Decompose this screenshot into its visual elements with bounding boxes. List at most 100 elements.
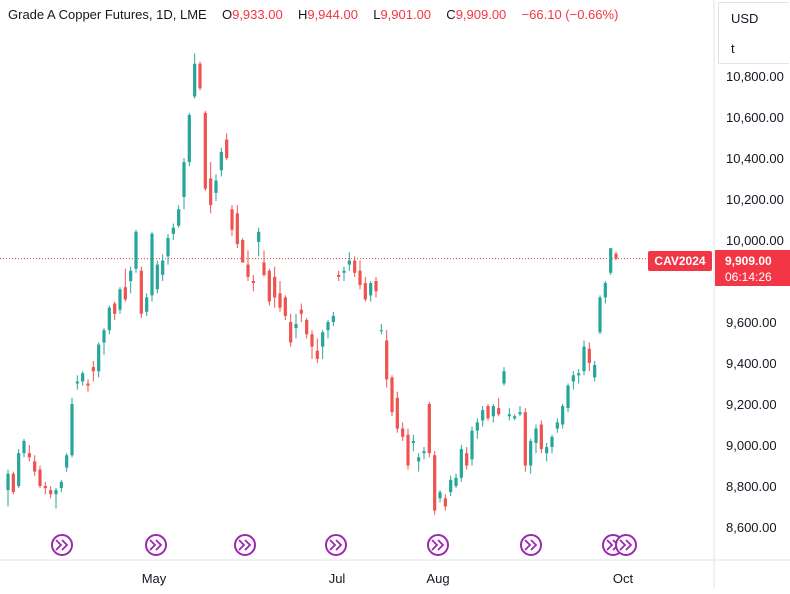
candle[interactable] xyxy=(331,311,335,327)
candle[interactable] xyxy=(539,420,543,454)
candle[interactable] xyxy=(587,342,591,372)
candle[interactable] xyxy=(401,422,405,441)
candle[interactable] xyxy=(603,281,607,304)
candle[interactable] xyxy=(17,449,21,489)
candle[interactable] xyxy=(555,418,559,433)
event-marker-icon[interactable] xyxy=(145,534,167,556)
event-marker-icon[interactable] xyxy=(325,534,347,556)
candle[interactable] xyxy=(374,276,378,298)
candle[interactable] xyxy=(107,305,111,335)
candle[interactable] xyxy=(598,295,602,335)
candle[interactable] xyxy=(203,110,207,191)
candle[interactable] xyxy=(358,260,362,290)
candle[interactable] xyxy=(171,223,175,240)
candle[interactable] xyxy=(225,133,229,161)
candle[interactable] xyxy=(390,375,394,417)
candle[interactable] xyxy=(529,438,533,474)
candle[interactable] xyxy=(481,406,485,427)
candle[interactable] xyxy=(395,391,399,433)
candle[interactable] xyxy=(150,231,154,302)
candle[interactable] xyxy=(161,254,165,281)
candle[interactable] xyxy=(129,266,133,294)
event-marker-icon[interactable] xyxy=(234,534,256,556)
candles-group[interactable] xyxy=(6,53,618,515)
candle[interactable] xyxy=(289,313,293,347)
candle[interactable] xyxy=(593,360,597,382)
candle[interactable] xyxy=(219,147,223,177)
currency-unit-selector[interactable]: USD t xyxy=(718,2,789,64)
candle[interactable] xyxy=(433,451,437,515)
candle[interactable] xyxy=(43,481,47,495)
candle[interactable] xyxy=(283,295,287,320)
candle[interactable] xyxy=(353,256,357,277)
candle[interactable] xyxy=(134,229,138,273)
candle[interactable] xyxy=(182,158,186,210)
currency-code[interactable]: USD xyxy=(731,11,759,26)
candle[interactable] xyxy=(369,281,373,302)
candle[interactable] xyxy=(497,397,501,417)
unit-label[interactable]: t xyxy=(731,41,735,56)
candle[interactable] xyxy=(534,424,538,454)
candle[interactable] xyxy=(417,453,421,472)
candle[interactable] xyxy=(209,162,213,214)
candle[interactable] xyxy=(54,488,58,509)
candle[interactable] xyxy=(363,276,367,302)
candle[interactable] xyxy=(145,293,149,316)
candle[interactable] xyxy=(6,469,10,507)
candle[interactable] xyxy=(113,301,117,320)
candle[interactable] xyxy=(550,434,554,454)
candle[interactable] xyxy=(49,486,53,499)
candle[interactable] xyxy=(177,205,181,228)
candle[interactable] xyxy=(187,112,191,167)
candle[interactable] xyxy=(571,371,575,390)
candle[interactable] xyxy=(347,252,351,271)
candle[interactable] xyxy=(65,453,69,472)
candle[interactable] xyxy=(299,303,303,322)
candle[interactable] xyxy=(406,428,410,470)
candle[interactable] xyxy=(614,251,618,261)
candle[interactable] xyxy=(214,174,218,202)
candle[interactable] xyxy=(38,465,42,489)
candle[interactable] xyxy=(561,404,565,429)
candle[interactable] xyxy=(422,447,426,460)
candle[interactable] xyxy=(438,490,442,503)
candle[interactable] xyxy=(91,360,95,382)
candle[interactable] xyxy=(251,274,255,292)
candle[interactable] xyxy=(465,447,469,470)
candle[interactable] xyxy=(70,397,74,458)
candle[interactable] xyxy=(139,266,143,318)
candle[interactable] xyxy=(267,268,271,306)
candle[interactable] xyxy=(123,268,127,302)
candle[interactable] xyxy=(11,471,15,495)
candle[interactable] xyxy=(81,371,85,386)
event-marker-icon[interactable] xyxy=(427,534,449,556)
candle[interactable] xyxy=(427,401,431,458)
candle[interactable] xyxy=(321,330,325,359)
candle[interactable] xyxy=(459,445,463,482)
candle[interactable] xyxy=(33,455,37,476)
candle[interactable] xyxy=(315,338,319,363)
candle[interactable] xyxy=(411,434,415,452)
candle[interactable] xyxy=(326,319,330,339)
candle[interactable] xyxy=(486,404,490,421)
candle[interactable] xyxy=(27,445,31,462)
candle[interactable] xyxy=(75,375,79,390)
candle[interactable] xyxy=(155,260,159,294)
candle[interactable] xyxy=(491,404,495,423)
candle[interactable] xyxy=(97,342,101,378)
candle[interactable] xyxy=(235,205,239,249)
candle[interactable] xyxy=(502,367,506,386)
candle[interactable] xyxy=(518,406,522,417)
time-axis[interactable]: May Jul Aug Oct xyxy=(142,571,634,586)
candle[interactable] xyxy=(609,248,613,275)
candle[interactable] xyxy=(513,414,517,421)
event-marker-icon[interactable] xyxy=(615,534,637,556)
event-markers[interactable] xyxy=(51,534,637,556)
candle[interactable] xyxy=(246,250,250,281)
candle[interactable] xyxy=(241,237,245,263)
event-marker-icon[interactable] xyxy=(51,534,73,556)
candle[interactable] xyxy=(577,369,581,384)
candle[interactable] xyxy=(337,270,341,281)
candle[interactable] xyxy=(198,61,202,91)
